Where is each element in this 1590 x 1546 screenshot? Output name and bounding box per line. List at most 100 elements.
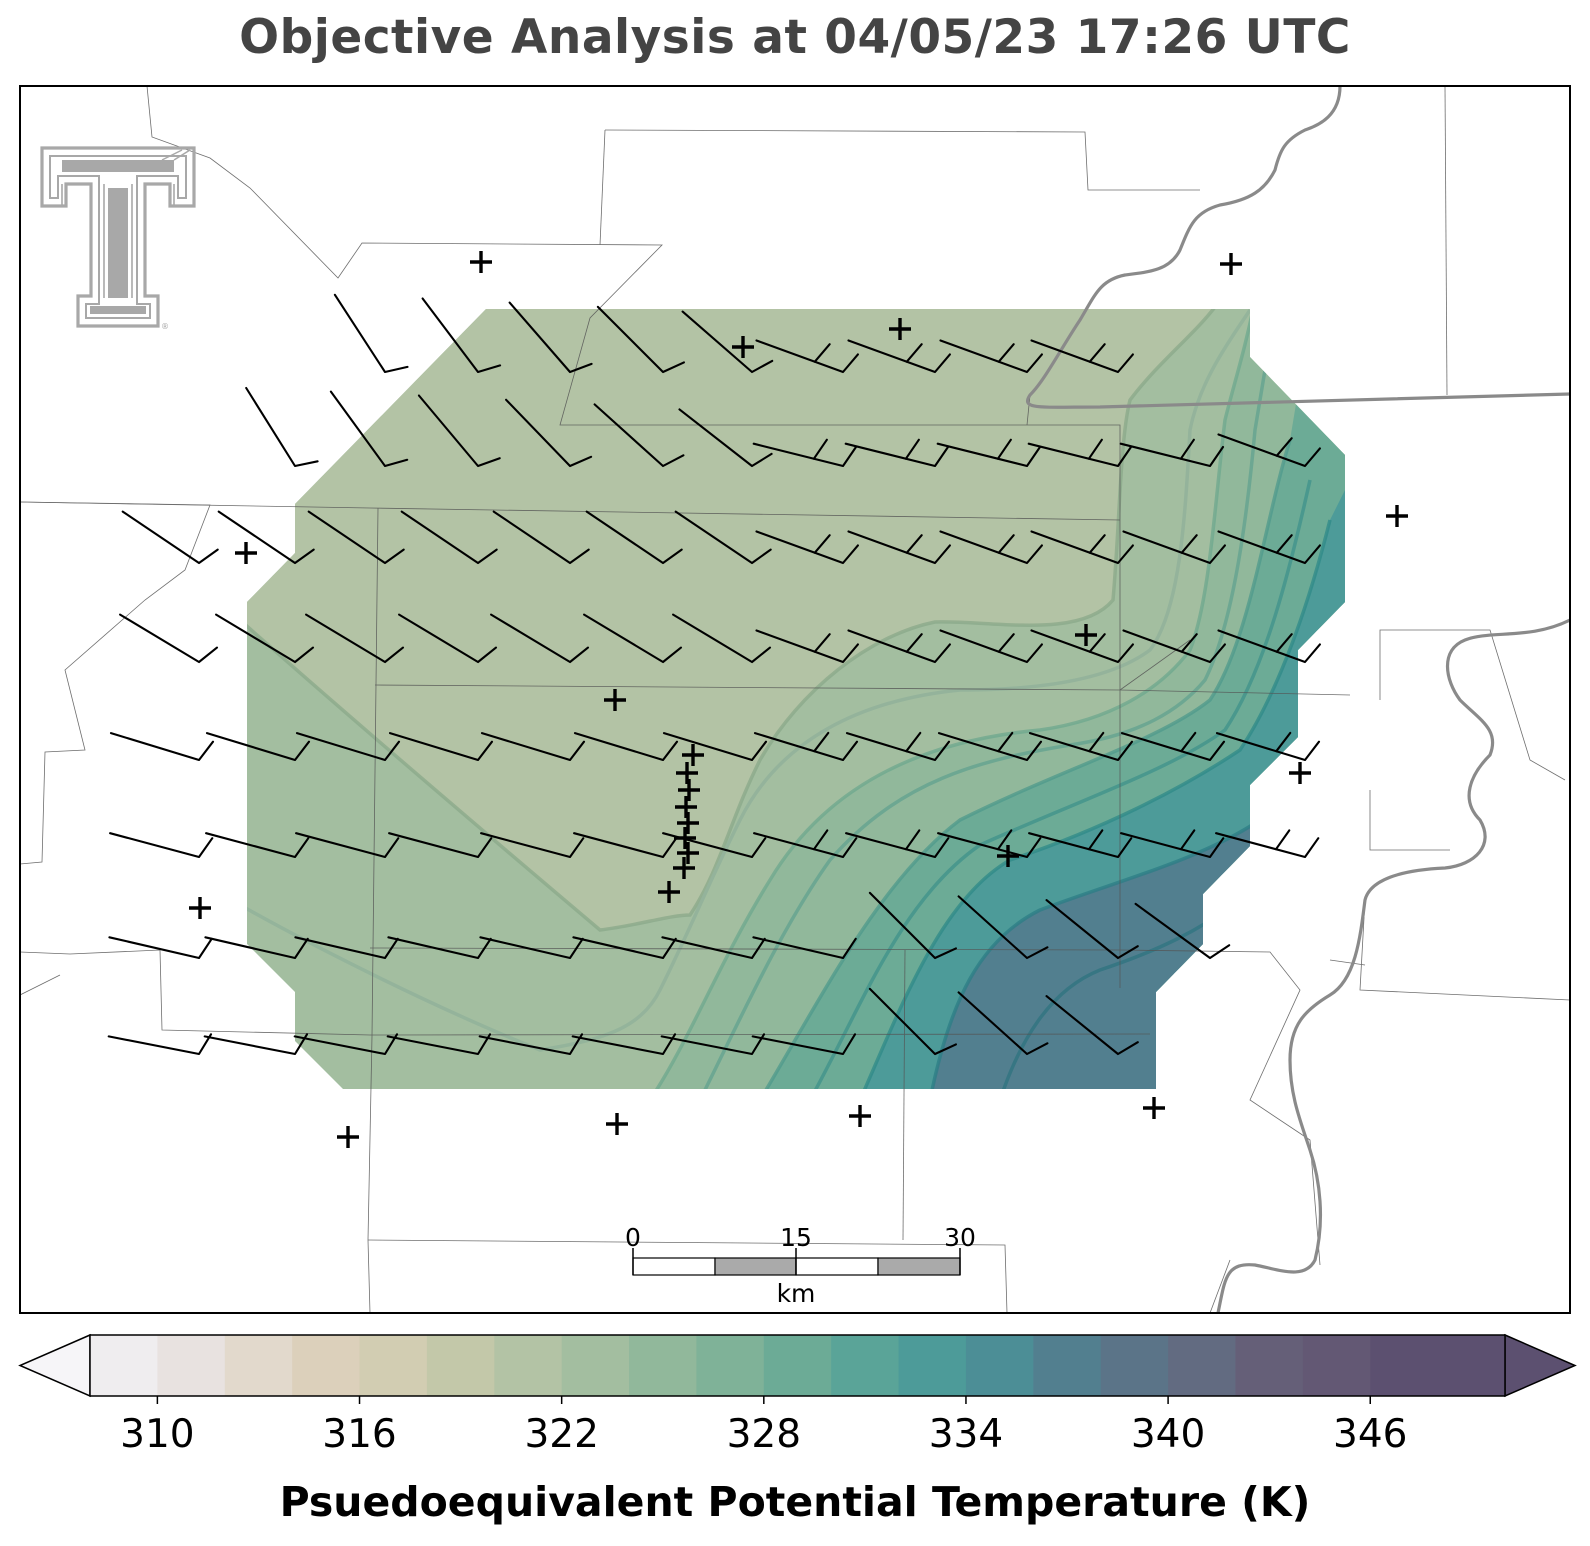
wind-barb — [109, 732, 215, 762]
wind-barb — [1028, 832, 1133, 859]
scale-bar: 0 15 30 km — [625, 1223, 976, 1308]
colorbar-label: Psuedoequivalent Potential Temperature (… — [279, 1478, 1311, 1526]
station-marker — [337, 1126, 359, 1148]
theta-e-contour-7 — [928, 699, 1332, 1089]
wind-barb — [1122, 629, 1226, 664]
wind-barb — [662, 732, 768, 762]
colorbar-bin — [90, 1335, 158, 1396]
colorbar-tick-label: 340 — [1131, 1412, 1205, 1457]
colorbar-bin — [763, 1335, 832, 1396]
wind-barb — [417, 394, 501, 468]
wind-barb-half — [1275, 534, 1293, 554]
wind-barb — [1030, 629, 1134, 664]
station-marker — [1220, 253, 1242, 275]
theta-e-contour-2 — [648, 309, 1257, 1089]
scale-label-30: 30 — [944, 1223, 976, 1252]
colorbar-bin — [1100, 1335, 1169, 1396]
station-marker — [732, 336, 754, 358]
colorbar-bin — [561, 1335, 630, 1396]
wind-barb — [479, 936, 584, 960]
wind-barb — [1030, 530, 1134, 565]
wind-barb — [400, 510, 498, 565]
wind-barb — [205, 732, 311, 762]
wind-barb — [245, 386, 319, 468]
map-title: Objective Analysis at 04/05/23 17:26 UTC — [239, 10, 1351, 65]
wind-barb — [387, 936, 492, 960]
wind-barb — [939, 339, 1043, 374]
wind-barb-half — [997, 731, 1014, 753]
station-marker — [678, 779, 700, 801]
wind-barb — [957, 991, 1049, 1056]
colorbar-bin — [1370, 1335, 1439, 1396]
theta-e-field — [247, 309, 1345, 1089]
wind-barb-half — [905, 731, 922, 753]
wind-barb — [939, 530, 1043, 565]
wind-barb-half — [813, 534, 831, 554]
colorbar-underflow — [18, 1333, 91, 1398]
wind-barb — [585, 510, 683, 565]
station-marker — [1386, 505, 1408, 527]
wind-barb — [596, 305, 685, 374]
station-marker — [658, 881, 680, 903]
station-markers — [189, 251, 1408, 1148]
station-marker — [1075, 624, 1097, 646]
wind-barb — [593, 403, 685, 468]
wind-barb — [755, 339, 859, 374]
wind-barb — [205, 832, 310, 859]
wind-barb — [868, 987, 957, 1056]
wind-barb-half — [1179, 829, 1196, 851]
wind-barb — [681, 310, 774, 374]
wind-barb-half — [1088, 343, 1106, 363]
station-marker — [235, 542, 257, 564]
scale-seg-2 — [714, 1257, 797, 1276]
wind-barb — [109, 832, 214, 859]
wind-barb — [1217, 530, 1321, 565]
colorbar-bin — [1235, 1335, 1304, 1396]
colorbar-bin — [359, 1335, 428, 1396]
wind-barb-half — [1275, 731, 1292, 753]
wind-barb — [753, 832, 858, 859]
wind-barb — [957, 895, 1049, 960]
colorbar-outline — [89, 1334, 1506, 1397]
station-marker — [849, 1105, 871, 1127]
wind-barb — [845, 832, 950, 859]
wind-barb — [573, 732, 679, 762]
wind-barb — [203, 1033, 309, 1056]
colorbar-bin — [629, 1335, 698, 1396]
wind-barb — [305, 613, 405, 664]
wind-barb — [847, 629, 951, 664]
wind-barb — [868, 891, 957, 960]
wind-barb — [295, 832, 400, 859]
county-boundaries — [20, 86, 1570, 1313]
wind-barb — [108, 936, 213, 960]
wind-barb — [478, 1033, 584, 1056]
scale-label-0: 0 — [625, 1223, 641, 1252]
scale-unit: km — [777, 1279, 816, 1308]
wind-barb — [937, 732, 1043, 762]
wind-barb — [847, 339, 951, 374]
station-marker — [682, 744, 704, 766]
colorbar-bin — [831, 1335, 900, 1396]
wind-barb-half — [1180, 633, 1198, 653]
wind-barb — [398, 613, 498, 664]
station-marker — [1143, 1097, 1165, 1119]
wind-barb — [1122, 530, 1226, 565]
wind-barb-half — [1179, 438, 1195, 460]
wind-barb-half — [905, 343, 923, 363]
wind-barb — [847, 530, 951, 565]
wind-barb — [755, 629, 859, 664]
colorbar-bin — [426, 1335, 495, 1396]
wind-barb — [844, 442, 950, 468]
wind-barb — [480, 732, 586, 762]
map-frame — [19, 85, 1571, 1314]
wind-barb — [660, 1033, 766, 1056]
wind-barb — [752, 936, 857, 960]
wind-barb — [217, 510, 315, 565]
wind-barb — [329, 390, 409, 468]
wind-barb-half — [904, 829, 921, 851]
scale-seg-4 — [877, 1257, 961, 1276]
wind-barb — [1120, 732, 1226, 762]
theta-e-contour-3 — [698, 369, 1267, 1089]
station-marker — [677, 842, 699, 864]
station-marker — [997, 845, 1019, 867]
